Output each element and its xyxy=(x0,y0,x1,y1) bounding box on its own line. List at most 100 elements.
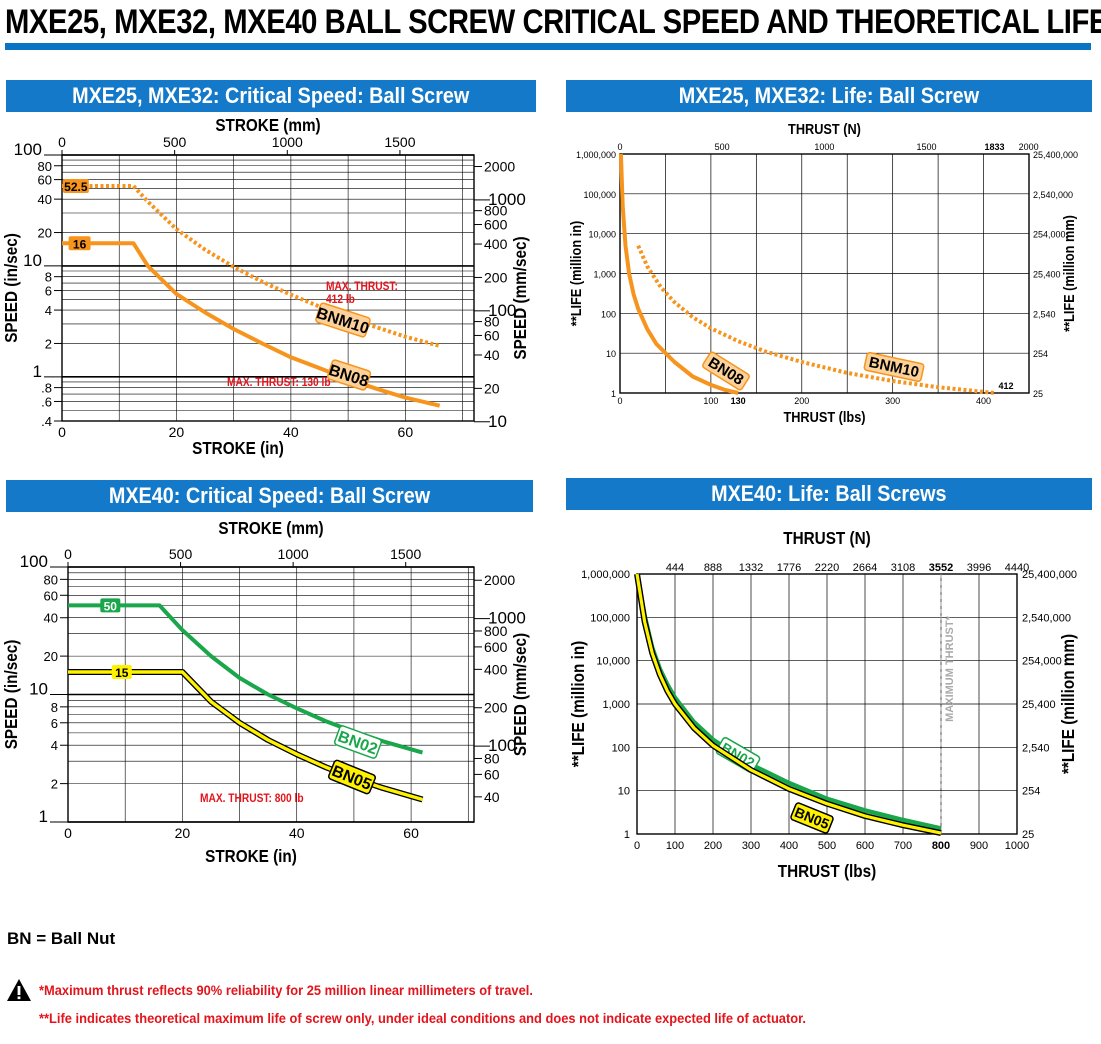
chart-4-title: MXE40: Life: Ball Screws xyxy=(566,478,1092,510)
flat-label-bg xyxy=(68,236,91,251)
series-line-bn08 xyxy=(618,153,739,395)
y-tick-label: 20 xyxy=(38,226,52,241)
max-thrust-annotation: MAX. THRUST: 800 lb xyxy=(200,792,304,805)
y-tick-label: 1,000 xyxy=(593,270,616,280)
chart-1-title: MXE25, MXE32: Critical Speed: Ball Screw xyxy=(6,80,536,112)
chart-4-life-mxe40: 1,000,000 100,000 10,000 1,000 100 10 1 25,400,… xyxy=(568,528,1078,881)
y2-axis-title: SPEED (mm/sec) xyxy=(510,633,530,756)
x2-tick-label: 0 xyxy=(64,546,72,562)
x2-tick-label: 2664 xyxy=(853,562,877,574)
y2-tick-label: 2,540 xyxy=(1033,309,1056,319)
flat-value-label: 52.5 xyxy=(64,180,88,194)
x2-tick-label: 1500 xyxy=(390,546,421,562)
series-name-tag-bg xyxy=(328,759,376,795)
y2-tick-label: 60 xyxy=(484,766,500,782)
x2-tick-label: 500 xyxy=(169,546,193,562)
x-tick-label: 20 xyxy=(175,825,191,841)
series-line-bn08 xyxy=(62,241,441,408)
x2-axis-title: THRUST (N) xyxy=(783,528,870,548)
series-name-tag-bg xyxy=(315,302,371,338)
y2-tick-label: 25,400,000 xyxy=(1033,150,1078,160)
chart-3-title: MXE40: Critical Speed: Ball Screw xyxy=(6,480,533,512)
x2-tick-label: 1833 xyxy=(985,142,1005,152)
y-tick-label: 80 xyxy=(44,572,58,587)
plot-frame xyxy=(636,573,1018,835)
y2-tick-label: 40 xyxy=(484,789,500,805)
y-tick-label: 80 xyxy=(38,159,52,174)
series-name-tag-bg xyxy=(790,802,834,834)
chart-2-title: MXE25, MXE32: Life: Ball Screw xyxy=(566,80,1092,112)
max-thrust-annotation: MAX. THRUST: xyxy=(326,280,398,293)
chart-1-critical-speed-mxe25-mxe32: 100806040201086421.8.6.42000100080060040… xyxy=(1,115,530,458)
y2-axis-title: **LIFE (million mm) xyxy=(1058,634,1078,774)
y-tick-label: .4 xyxy=(41,414,52,429)
series-name-tag-bn05: BN05 xyxy=(328,759,376,795)
chart-3-title-text: MXE40: Critical Speed: Ball Screw xyxy=(108,483,431,508)
series-name-tag-bn08: BN08 xyxy=(326,359,372,391)
x-tick-label: 1000 xyxy=(1005,840,1029,852)
y2-tick-label: 2,540,000 xyxy=(1022,612,1071,624)
max-thrust-label: MAXIMUM THRUST* xyxy=(944,615,956,721)
x-tick-label: 300 xyxy=(885,396,900,406)
y2-tick-label: 80 xyxy=(484,314,500,330)
x-tick-label: 0 xyxy=(58,424,66,440)
y-tick-label: 10 xyxy=(606,349,616,359)
flat-label-bg xyxy=(62,179,89,194)
x-axis-title: THRUST (lbs) xyxy=(783,408,865,425)
max-thrust-annotation: MAX. THRUST: 130 lb xyxy=(227,376,331,389)
chart-2-title-text: MXE25, MXE32: Life: Ball Screw xyxy=(678,83,980,108)
warning-icon xyxy=(7,979,31,1001)
x-tick-label: 600 xyxy=(856,840,874,852)
series-name-tag-bg xyxy=(863,351,925,383)
x-tick-label: 0 xyxy=(64,825,72,841)
y2-tick-label: 254,000 xyxy=(1022,656,1062,668)
y2-tick-label: 254 xyxy=(1033,349,1048,359)
y-tick-label: 6 xyxy=(51,716,58,731)
x2-tick-label: 1000 xyxy=(278,546,309,562)
ball-nut-legend: BN = Ball Nut xyxy=(7,929,116,948)
y-tick-label: 40 xyxy=(38,192,52,207)
x-tick-label: 900 xyxy=(970,840,988,852)
x-tick-label: 700 xyxy=(894,840,912,852)
y2-tick-label: 10 xyxy=(488,412,507,431)
y-tick-label: 60 xyxy=(38,173,52,188)
y-axis-title: **LIFE (million in) xyxy=(568,641,588,768)
y2-tick-label: 200 xyxy=(484,269,508,285)
y2-tick-label: 25,400 xyxy=(1033,270,1061,280)
y-tick-label: 100 xyxy=(612,742,630,754)
y-tick-label: 2 xyxy=(51,777,58,792)
x2-tick-label: 3108 xyxy=(891,562,915,574)
flat-label-bg xyxy=(111,665,132,680)
y2-tick-label: 2000 xyxy=(484,159,515,175)
x2-tick-label: 3552 xyxy=(929,562,953,574)
y2-tick-label: 2000 xyxy=(484,572,515,588)
y-tick-label: 60 xyxy=(44,588,58,603)
chart-4-title-text: MXE40: Life: Ball Screws xyxy=(711,481,947,506)
title-rule xyxy=(5,43,1091,50)
y2-tick-label: 800 xyxy=(484,623,508,639)
y-tick-label: .6 xyxy=(41,394,52,409)
y-axis-title: SPEED (in/sec) xyxy=(1,640,21,750)
y-tick-label: 1 xyxy=(39,807,48,826)
y-tick-label: 100 xyxy=(601,309,616,319)
series-line-bn05 xyxy=(635,573,942,835)
x-tick-label: 60 xyxy=(398,424,414,440)
series-name-label: BNM10 xyxy=(867,354,920,381)
y-tick-label: 10,000 xyxy=(596,656,630,668)
x2-tick-label: 1000 xyxy=(814,142,834,152)
series-name-tag-bn02: BN02 xyxy=(334,725,382,759)
flat-value-label: 16 xyxy=(73,237,87,251)
x2-tick-label: 1000 xyxy=(272,134,303,150)
series-name-tag-bg xyxy=(715,737,761,773)
footnote-life: **Life indicates theoretical maximum lif… xyxy=(39,1010,807,1026)
series-name-tag-bg xyxy=(702,351,750,391)
x2-tick-label: 1776 xyxy=(777,562,801,574)
y2-tick-label: 40 xyxy=(484,347,500,363)
y2-tick-label: 400 xyxy=(484,236,508,252)
series-name-tag-bg xyxy=(326,359,372,391)
y-tick-label: 40 xyxy=(44,611,58,626)
y2-tick-label: 1000 xyxy=(488,190,526,209)
y-tick-label: 1 xyxy=(624,829,630,841)
series-line-bnm10 xyxy=(62,184,441,348)
y-tick-label: 100 xyxy=(20,552,48,571)
